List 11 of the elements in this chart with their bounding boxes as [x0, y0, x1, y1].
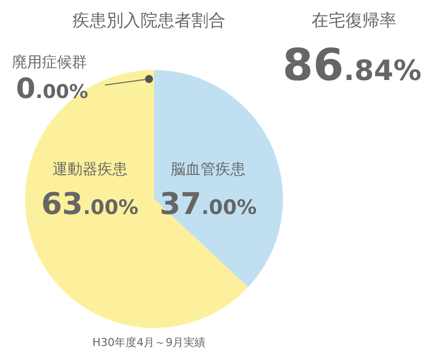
text: H30年度4月～9月実績 — [92, 336, 206, 349]
pie-slice — [154, 70, 283, 288]
slice-label: 脳血管疾患 — [170, 160, 246, 178]
data-label: 63.00% — [41, 187, 138, 222]
category-label: 廃用症候群 — [12, 53, 87, 71]
chart-title: 疾患別入院患者割合 — [72, 11, 226, 31]
text: 在宅復帰率 — [312, 11, 396, 31]
text: 86.84% — [282, 40, 422, 91]
text: 0.00% — [16, 72, 88, 105]
slice-label: 運動器疾患 — [52, 160, 128, 178]
data-label: 37.00% — [160, 187, 257, 222]
